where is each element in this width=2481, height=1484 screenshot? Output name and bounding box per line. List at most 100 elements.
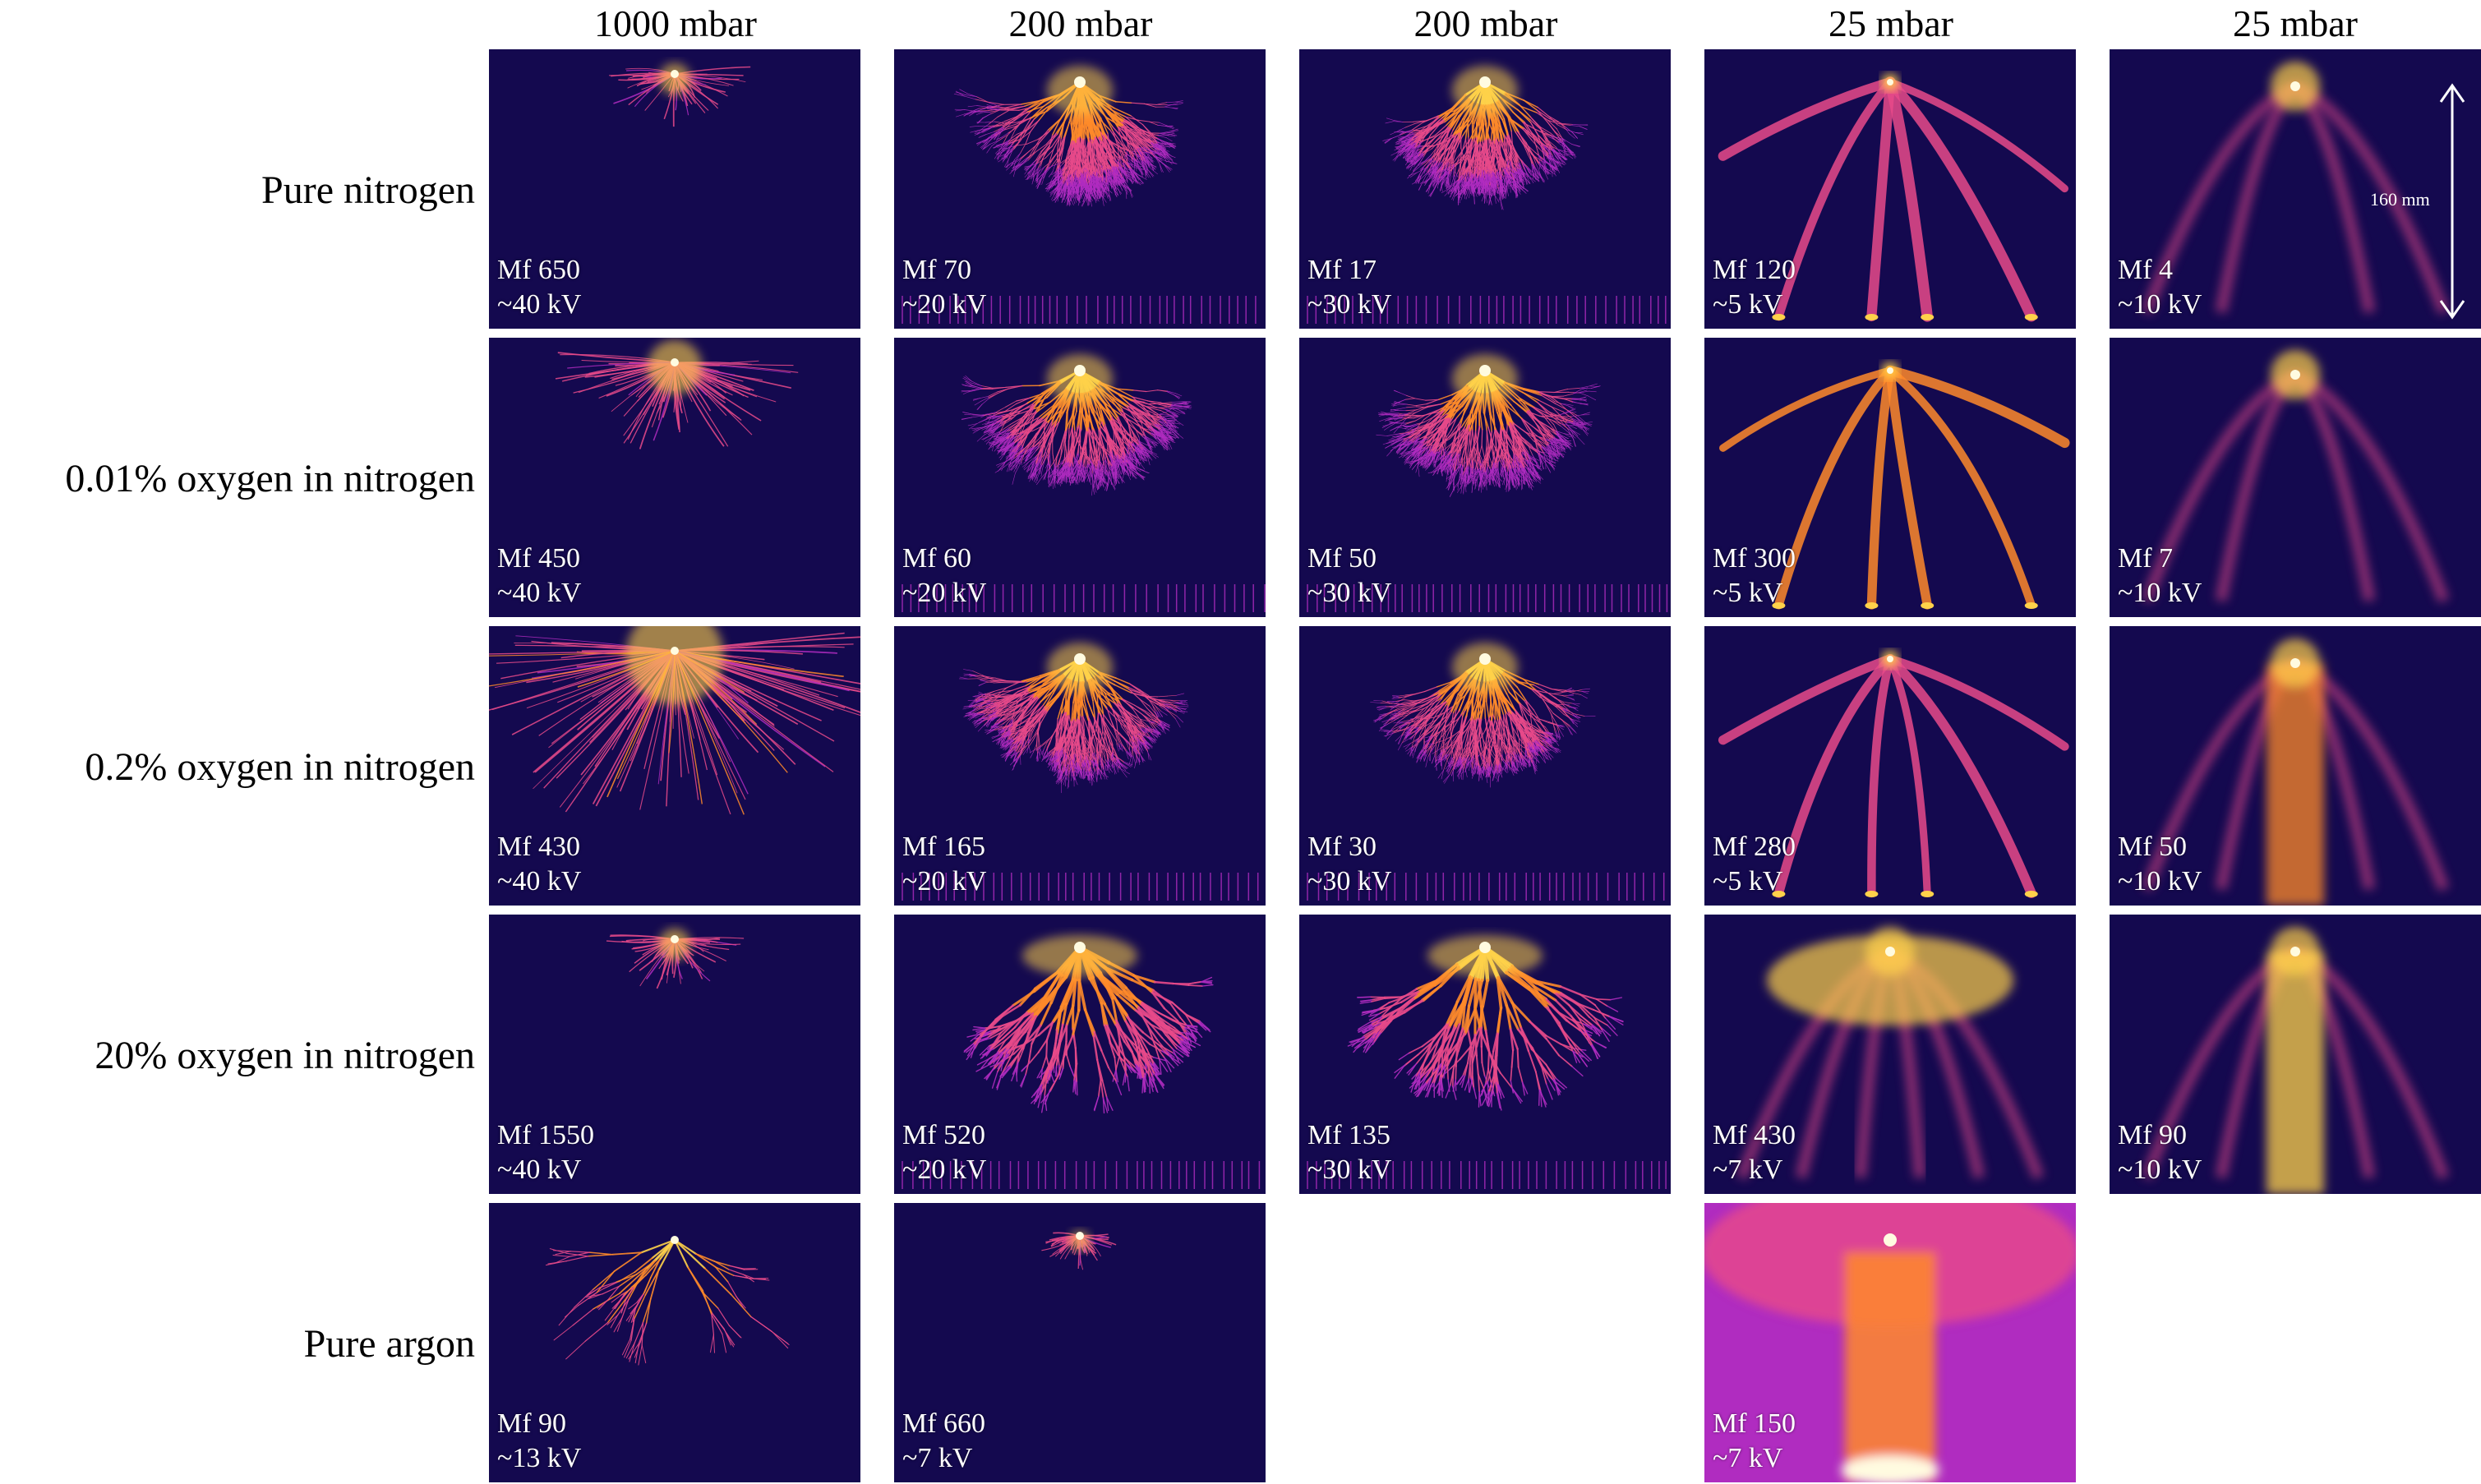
panel-caption: Mf 430 ~7 kV [1713, 1118, 1796, 1187]
discharge-image-panel: Mf 30 ~30 kV [1299, 626, 1671, 906]
scale-bar [2433, 82, 2472, 320]
voltage-value: ~20 kV [902, 289, 987, 320]
panel-caption: Mf 450 ~40 kV [497, 542, 581, 611]
magnification-factor: Mf 60 [902, 543, 972, 574]
discharge-image-panel: Mf 660 ~7 kV [894, 1203, 1266, 1482]
discharge-image-panel: Mf 90 ~10 kV [2110, 915, 2481, 1194]
discharge-image-panel: Mf 450 ~40 kV [489, 338, 860, 617]
panel-caption: Mf 430 ~40 kV [497, 830, 581, 899]
discharge-image [2110, 626, 2481, 906]
discharge-image [894, 338, 1266, 617]
voltage-value: ~40 kV [497, 866, 582, 896]
scale-bar-arrow-icon [2439, 83, 2465, 320]
panel-caption: Mf 650 ~40 kV [497, 253, 581, 322]
panel-caption: Mf 60 ~20 kV [902, 542, 986, 611]
magnification-factor: Mf 50 [1307, 543, 1377, 574]
voltage-value: ~20 kV [902, 578, 987, 608]
voltage-value: ~10 kV [2118, 1154, 2202, 1185]
discharge-image [2110, 49, 2481, 329]
scale-bar-label: 160 mm [2370, 189, 2430, 210]
panel-caption: Mf 7 ~10 kV [2118, 542, 2202, 611]
panel-caption: Mf 520 ~20 kV [902, 1118, 986, 1187]
row-label-0-2-oxygen: 0.2% oxygen in nitrogen [85, 744, 475, 789]
voltage-value: ~7 kV [902, 1443, 973, 1473]
magnification-factor: Mf 300 [1713, 543, 1796, 574]
discharge-image [489, 338, 860, 617]
discharge-image-panel: Mf 50 ~30 kV [1299, 338, 1671, 617]
discharge-image-panel: Mf 50 ~10 kV [2110, 626, 2481, 906]
discharge-image-panel: Mf 300 ~5 kV [1704, 338, 2076, 617]
panel-caption: Mf 150 ~7 kV [1713, 1407, 1796, 1476]
discharge-image-panel: Mf 150 ~7 kV [1704, 1203, 2076, 1482]
panel-caption: Mf 4 ~10 kV [2118, 253, 2202, 322]
magnification-factor: Mf 660 [902, 1408, 986, 1439]
voltage-value: ~40 kV [497, 578, 582, 608]
magnification-factor: Mf 7 [2118, 543, 2174, 574]
discharge-image-panel: Mf 120 ~5 kV [1704, 49, 2076, 329]
magnification-factor: Mf 430 [1713, 1120, 1796, 1150]
voltage-value: ~30 kV [1307, 1154, 1392, 1185]
magnification-factor: Mf 17 [1307, 255, 1377, 285]
voltage-value: ~20 kV [902, 866, 987, 896]
voltage-value: ~20 kV [902, 1154, 987, 1185]
discharge-image-panel: Mf 60 ~20 kV [894, 338, 1266, 617]
magnification-factor: Mf 520 [902, 1120, 986, 1150]
voltage-value: ~5 kV [1713, 289, 1783, 320]
discharge-image [1299, 626, 1671, 906]
discharge-image [894, 626, 1266, 906]
voltage-value: ~5 kV [1713, 866, 1783, 896]
discharge-image-panel: Mf 430 ~40 kV [489, 626, 860, 906]
magnification-factor: Mf 50 [2118, 832, 2188, 862]
panel-caption: Mf 165 ~20 kV [902, 830, 986, 899]
discharge-image-panel: Mf 165 ~20 kV [894, 626, 1266, 906]
panel-caption: Mf 30 ~30 kV [1307, 830, 1391, 899]
discharge-image [1704, 338, 2076, 617]
voltage-value: ~7 kV [1713, 1443, 1783, 1473]
discharge-image [1704, 1203, 2076, 1482]
column-header-200-mbar-a: 200 mbar [1008, 2, 1153, 44]
row-label-pure-nitrogen: Pure nitrogen [261, 168, 475, 212]
magnification-factor: Mf 165 [902, 832, 986, 862]
voltage-value: ~10 kV [2118, 289, 2202, 320]
discharge-image-panel: Mf 280 ~5 kV [1704, 626, 2076, 906]
voltage-value: ~5 kV [1713, 578, 1783, 608]
discharge-image [2110, 338, 2481, 617]
row-label-pure-argon: Pure argon [303, 1321, 475, 1366]
panel-caption: Mf 17 ~30 kV [1307, 253, 1391, 322]
discharge-image [894, 1203, 1266, 1482]
column-header-25-mbar-b: 25 mbar [2232, 2, 2358, 44]
discharge-image [489, 1203, 860, 1482]
magnification-factor: Mf 4 [2118, 255, 2174, 285]
voltage-value: ~30 kV [1307, 578, 1392, 608]
voltage-value: ~10 kV [2118, 578, 2202, 608]
voltage-value: ~10 kV [2118, 866, 2202, 896]
discharge-image-panel: Mf 17 ~30 kV [1299, 49, 1671, 329]
row-label-0-01-oxygen: 0.01% oxygen in nitrogen [65, 456, 475, 500]
discharge-image [2110, 915, 2481, 1194]
voltage-value: ~30 kV [1307, 289, 1392, 320]
discharge-image [489, 626, 860, 906]
magnification-factor: Mf 450 [497, 543, 581, 574]
discharge-image [489, 49, 860, 329]
discharge-image-panel: Mf 1550 ~40 kV [489, 915, 860, 1194]
discharge-image-panel: Mf 90 ~13 kV [489, 1203, 860, 1482]
discharge-image [1299, 338, 1671, 617]
row-label-20-oxygen: 20% oxygen in nitrogen [95, 1033, 475, 1077]
discharge-image [489, 915, 860, 1194]
discharge-image [1704, 915, 2076, 1194]
magnification-factor: Mf 30 [1307, 832, 1377, 862]
panel-caption: Mf 70 ~20 kV [902, 253, 986, 322]
panel-caption: Mf 50 ~10 kV [2118, 830, 2202, 899]
discharge-image-panel: Mf 7 ~10 kV [2110, 338, 2481, 617]
magnification-factor: Mf 150 [1713, 1408, 1796, 1439]
panel-caption: Mf 120 ~5 kV [1713, 253, 1796, 322]
discharge-image-panel: Mf 520 ~20 kV [894, 915, 1266, 1194]
discharge-image [1704, 49, 2076, 329]
magnification-factor: Mf 120 [1713, 255, 1796, 285]
voltage-value: ~30 kV [1307, 866, 1392, 896]
discharge-image [1299, 49, 1671, 329]
column-header-25-mbar-a: 25 mbar [1828, 2, 1953, 44]
panel-caption: Mf 90 ~13 kV [497, 1407, 581, 1476]
magnification-factor: Mf 650 [497, 255, 581, 285]
panel-caption: Mf 1550 ~40 kV [497, 1118, 594, 1187]
